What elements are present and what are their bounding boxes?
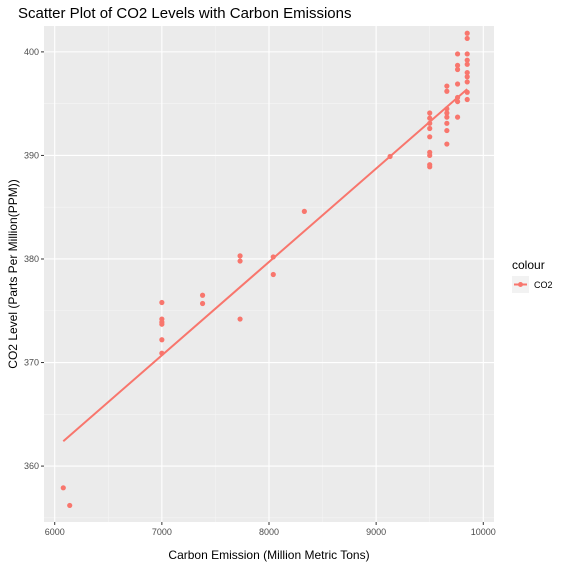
data-point [427, 115, 433, 121]
data-point [444, 110, 450, 116]
data-point [237, 258, 243, 264]
y-tick-label: 380 [24, 254, 39, 264]
x-tick-label: 6000 [45, 527, 65, 537]
x-tick-label: 9000 [366, 527, 386, 537]
data-point [444, 106, 450, 112]
legend-key-point [518, 282, 523, 287]
data-point [427, 134, 433, 140]
legend: colour CO2 [512, 258, 553, 293]
data-point [464, 96, 470, 103]
x-tick-label: 10000 [471, 527, 496, 537]
data-point [237, 253, 243, 259]
data-point [427, 120, 433, 126]
data-point [444, 120, 450, 126]
data-point [387, 153, 393, 160]
data-point [454, 51, 461, 57]
data-point [464, 89, 470, 95]
data-point [464, 61, 470, 67]
data-point [464, 30, 470, 36]
data-point [427, 125, 433, 132]
data-point [301, 208, 307, 214]
y-tick-label: 360 [24, 461, 39, 471]
data-point [464, 74, 470, 80]
data-point [270, 254, 276, 260]
x-axis-title: Carbon Emission (Million Metric Tons) [168, 548, 369, 562]
data-point [444, 127, 450, 134]
legend-title: colour [512, 258, 545, 272]
data-point [159, 350, 165, 356]
data-point [67, 502, 73, 509]
data-point [60, 485, 66, 491]
major-gridlines [44, 26, 494, 522]
data-point [454, 94, 461, 101]
data-point [454, 114, 461, 120]
x-tick-label: 8000 [259, 527, 279, 537]
y-tick-label: 390 [24, 150, 39, 160]
data-point [454, 66, 461, 73]
data-point [454, 98, 461, 105]
data-point [237, 316, 243, 322]
data-point [427, 110, 433, 116]
fit-line [62, 88, 468, 442]
data-point [464, 69, 470, 76]
data-point [454, 81, 461, 87]
data-point [444, 83, 450, 89]
data-points [60, 30, 470, 509]
data-point [427, 152, 433, 159]
y-axis-title: CO2 Level (Parts Per Million(PPM)) [6, 179, 20, 368]
data-point [199, 292, 206, 298]
data-point [444, 141, 450, 147]
data-point [427, 164, 433, 170]
data-point [159, 299, 165, 306]
data-point [159, 321, 165, 327]
legend-label-co2: CO2 [534, 280, 553, 290]
data-point [444, 114, 450, 120]
data-point [270, 271, 276, 278]
y-tick-label: 370 [24, 358, 39, 368]
data-point [464, 57, 470, 63]
data-point [159, 337, 165, 343]
data-point [444, 88, 450, 94]
x-tick-label: 7000 [152, 527, 172, 537]
data-point [464, 79, 470, 85]
x-axis: 6000 7000 8000 9000 10000 [45, 522, 496, 537]
y-axis: 360 370 380 390 400 [24, 47, 44, 471]
data-point [464, 51, 470, 57]
y-tick-label: 400 [24, 47, 39, 57]
chart-title: Scatter Plot of CO2 Levels with Carbon E… [18, 5, 351, 22]
data-point [454, 62, 461, 68]
data-point [199, 300, 206, 307]
data-point [464, 35, 470, 42]
